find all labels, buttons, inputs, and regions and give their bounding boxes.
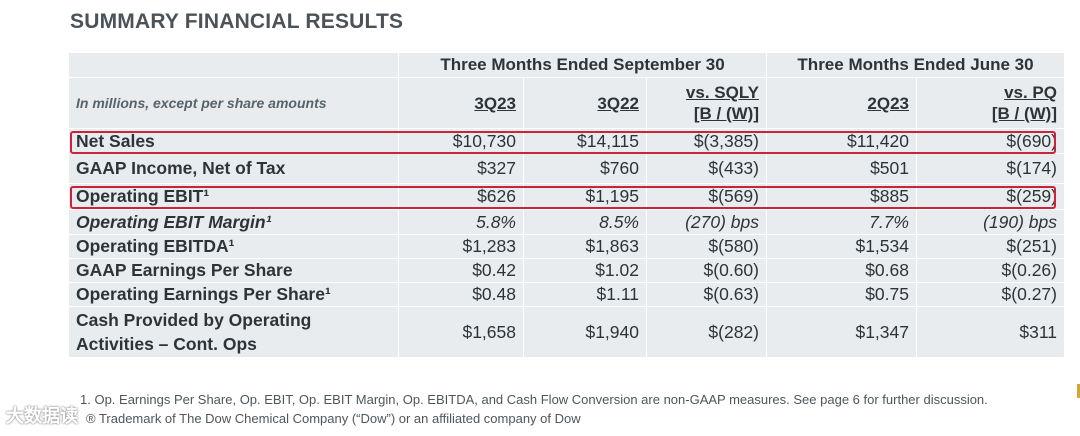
cell: $0.68: [766, 258, 917, 283]
cell: 5.8%: [398, 209, 524, 235]
cell: $(0.26): [916, 258, 1065, 283]
col-header-vs-pq: vs. PQ [B / (W)]: [916, 77, 1065, 129]
cell: $(251): [916, 234, 1065, 259]
cell: $0.42: [398, 258, 524, 283]
table-row: GAAP Earnings Per Share $0.42 $1.02 $(0.…: [68, 258, 1065, 283]
cell: $1,658: [398, 306, 524, 358]
cell: $(569): [646, 183, 767, 210]
row-label: Operating EBIT Margin¹: [68, 209, 399, 235]
col-header-vs-sqly: vs. SQLY [B / (W)]: [646, 77, 767, 129]
footnote-trademark: ® Trademark of The Dow Chemical Company …: [86, 411, 581, 426]
row-label: Net Sales: [68, 128, 399, 154]
table-row: Operating EBIT¹ $626 $1,195 $(569) $885 …: [68, 183, 1065, 210]
watermark: 大数据读: [6, 406, 78, 426]
table-row: Operating Earnings Per Share¹ $0.48 $1.1…: [68, 282, 1065, 307]
col-header-3q23-text: 3Q23: [474, 93, 516, 113]
cell: $327: [398, 153, 524, 184]
row-label: Operating EBITDA¹: [68, 234, 399, 259]
cell: $(580): [646, 234, 767, 259]
cell: (270) bps: [646, 209, 767, 235]
cell: $(0.63): [646, 282, 767, 307]
units-note: In millions, except per share amounts: [68, 77, 399, 129]
row-label: GAAP Earnings Per Share: [68, 258, 399, 283]
cell: $10,730: [398, 128, 524, 154]
cell: $1,283: [398, 234, 524, 259]
cell: $1,195: [523, 183, 647, 210]
col-header-3q22: 3Q22: [523, 77, 647, 129]
row-label: Cash Provided by Operating Activities – …: [68, 306, 399, 358]
group-header-empty: [68, 52, 399, 78]
col-header-vs-sqly-line2: [B / (W)]: [693, 104, 759, 123]
group-header-june: Three Months Ended June 30: [766, 52, 1065, 78]
cell: 7.7%: [766, 209, 917, 235]
cell: $1,863: [523, 234, 647, 259]
col-header-vs-pq-line2: [B / (W)]: [991, 104, 1057, 123]
cell: $1.11: [523, 282, 647, 307]
cell: $(259): [916, 183, 1065, 210]
table-row: Operating EBITDA¹ $1,283 $1,863 $(580) $…: [68, 234, 1065, 259]
group-header-september: Three Months Ended September 30: [398, 52, 767, 78]
cell: $(174): [916, 153, 1065, 184]
cell: $(282): [646, 306, 767, 358]
cell: 8.5%: [523, 209, 647, 235]
cell: $14,115: [523, 128, 647, 154]
table-row: Net Sales $10,730 $14,115 $(3,385) $11,4…: [68, 128, 1065, 154]
cell: $885: [766, 183, 917, 210]
cell: (190) bps: [916, 209, 1065, 235]
cell: $0.48: [398, 282, 524, 307]
cell: $0.75: [766, 282, 917, 307]
cell: $1.02: [523, 258, 647, 283]
col-header-2q23-text: 2Q23: [867, 93, 909, 113]
row-label: GAAP Income, Net of Tax: [68, 153, 399, 184]
page-title: SUMMARY FINANCIAL RESULTS: [70, 10, 404, 33]
cell: $626: [398, 183, 524, 210]
col-header-2q23: 2Q23: [766, 77, 917, 129]
cell: $(0.60): [646, 258, 767, 283]
group-header-row: Three Months Ended September 30 Three Mo…: [68, 52, 1065, 78]
cell: $1,940: [523, 306, 647, 358]
col-header-3q23: 3Q23: [398, 77, 524, 129]
cell: $(690): [916, 128, 1065, 154]
cell: $1,347: [766, 306, 917, 358]
row-label: Operating EBIT¹: [68, 183, 399, 210]
cell: $(0.27): [916, 282, 1065, 307]
cell: $311: [916, 306, 1065, 358]
cell: $11,420: [766, 128, 917, 154]
col-header-vs-sqly-line1: vs. SQLY: [685, 83, 759, 102]
footnote-1: 1. Op. Earnings Per Share, Op. EBIT, Op.…: [80, 392, 988, 407]
table-row: GAAP Income, Net of Tax $327 $760 $(433)…: [68, 153, 1065, 184]
col-header-vs-pq-line1: vs. PQ: [1004, 83, 1057, 102]
cell: $501: [766, 153, 917, 184]
col-header-3q22-text: 3Q22: [597, 93, 639, 113]
row-label: Operating Earnings Per Share¹: [68, 282, 399, 307]
cell: $760: [523, 153, 647, 184]
table-row: Operating EBIT Margin¹ 5.8% 8.5% (270) b…: [68, 209, 1065, 235]
financial-results-table: Three Months Ended September 30 Three Mo…: [68, 52, 1065, 358]
edge-mark: [1077, 384, 1080, 398]
cell: $(433): [646, 153, 767, 184]
column-header-row: In millions, except per share amounts 3Q…: [68, 77, 1065, 129]
table-row: Cash Provided by Operating Activities – …: [68, 306, 1065, 358]
cell: $(3,385): [646, 128, 767, 154]
cell: $1,534: [766, 234, 917, 259]
